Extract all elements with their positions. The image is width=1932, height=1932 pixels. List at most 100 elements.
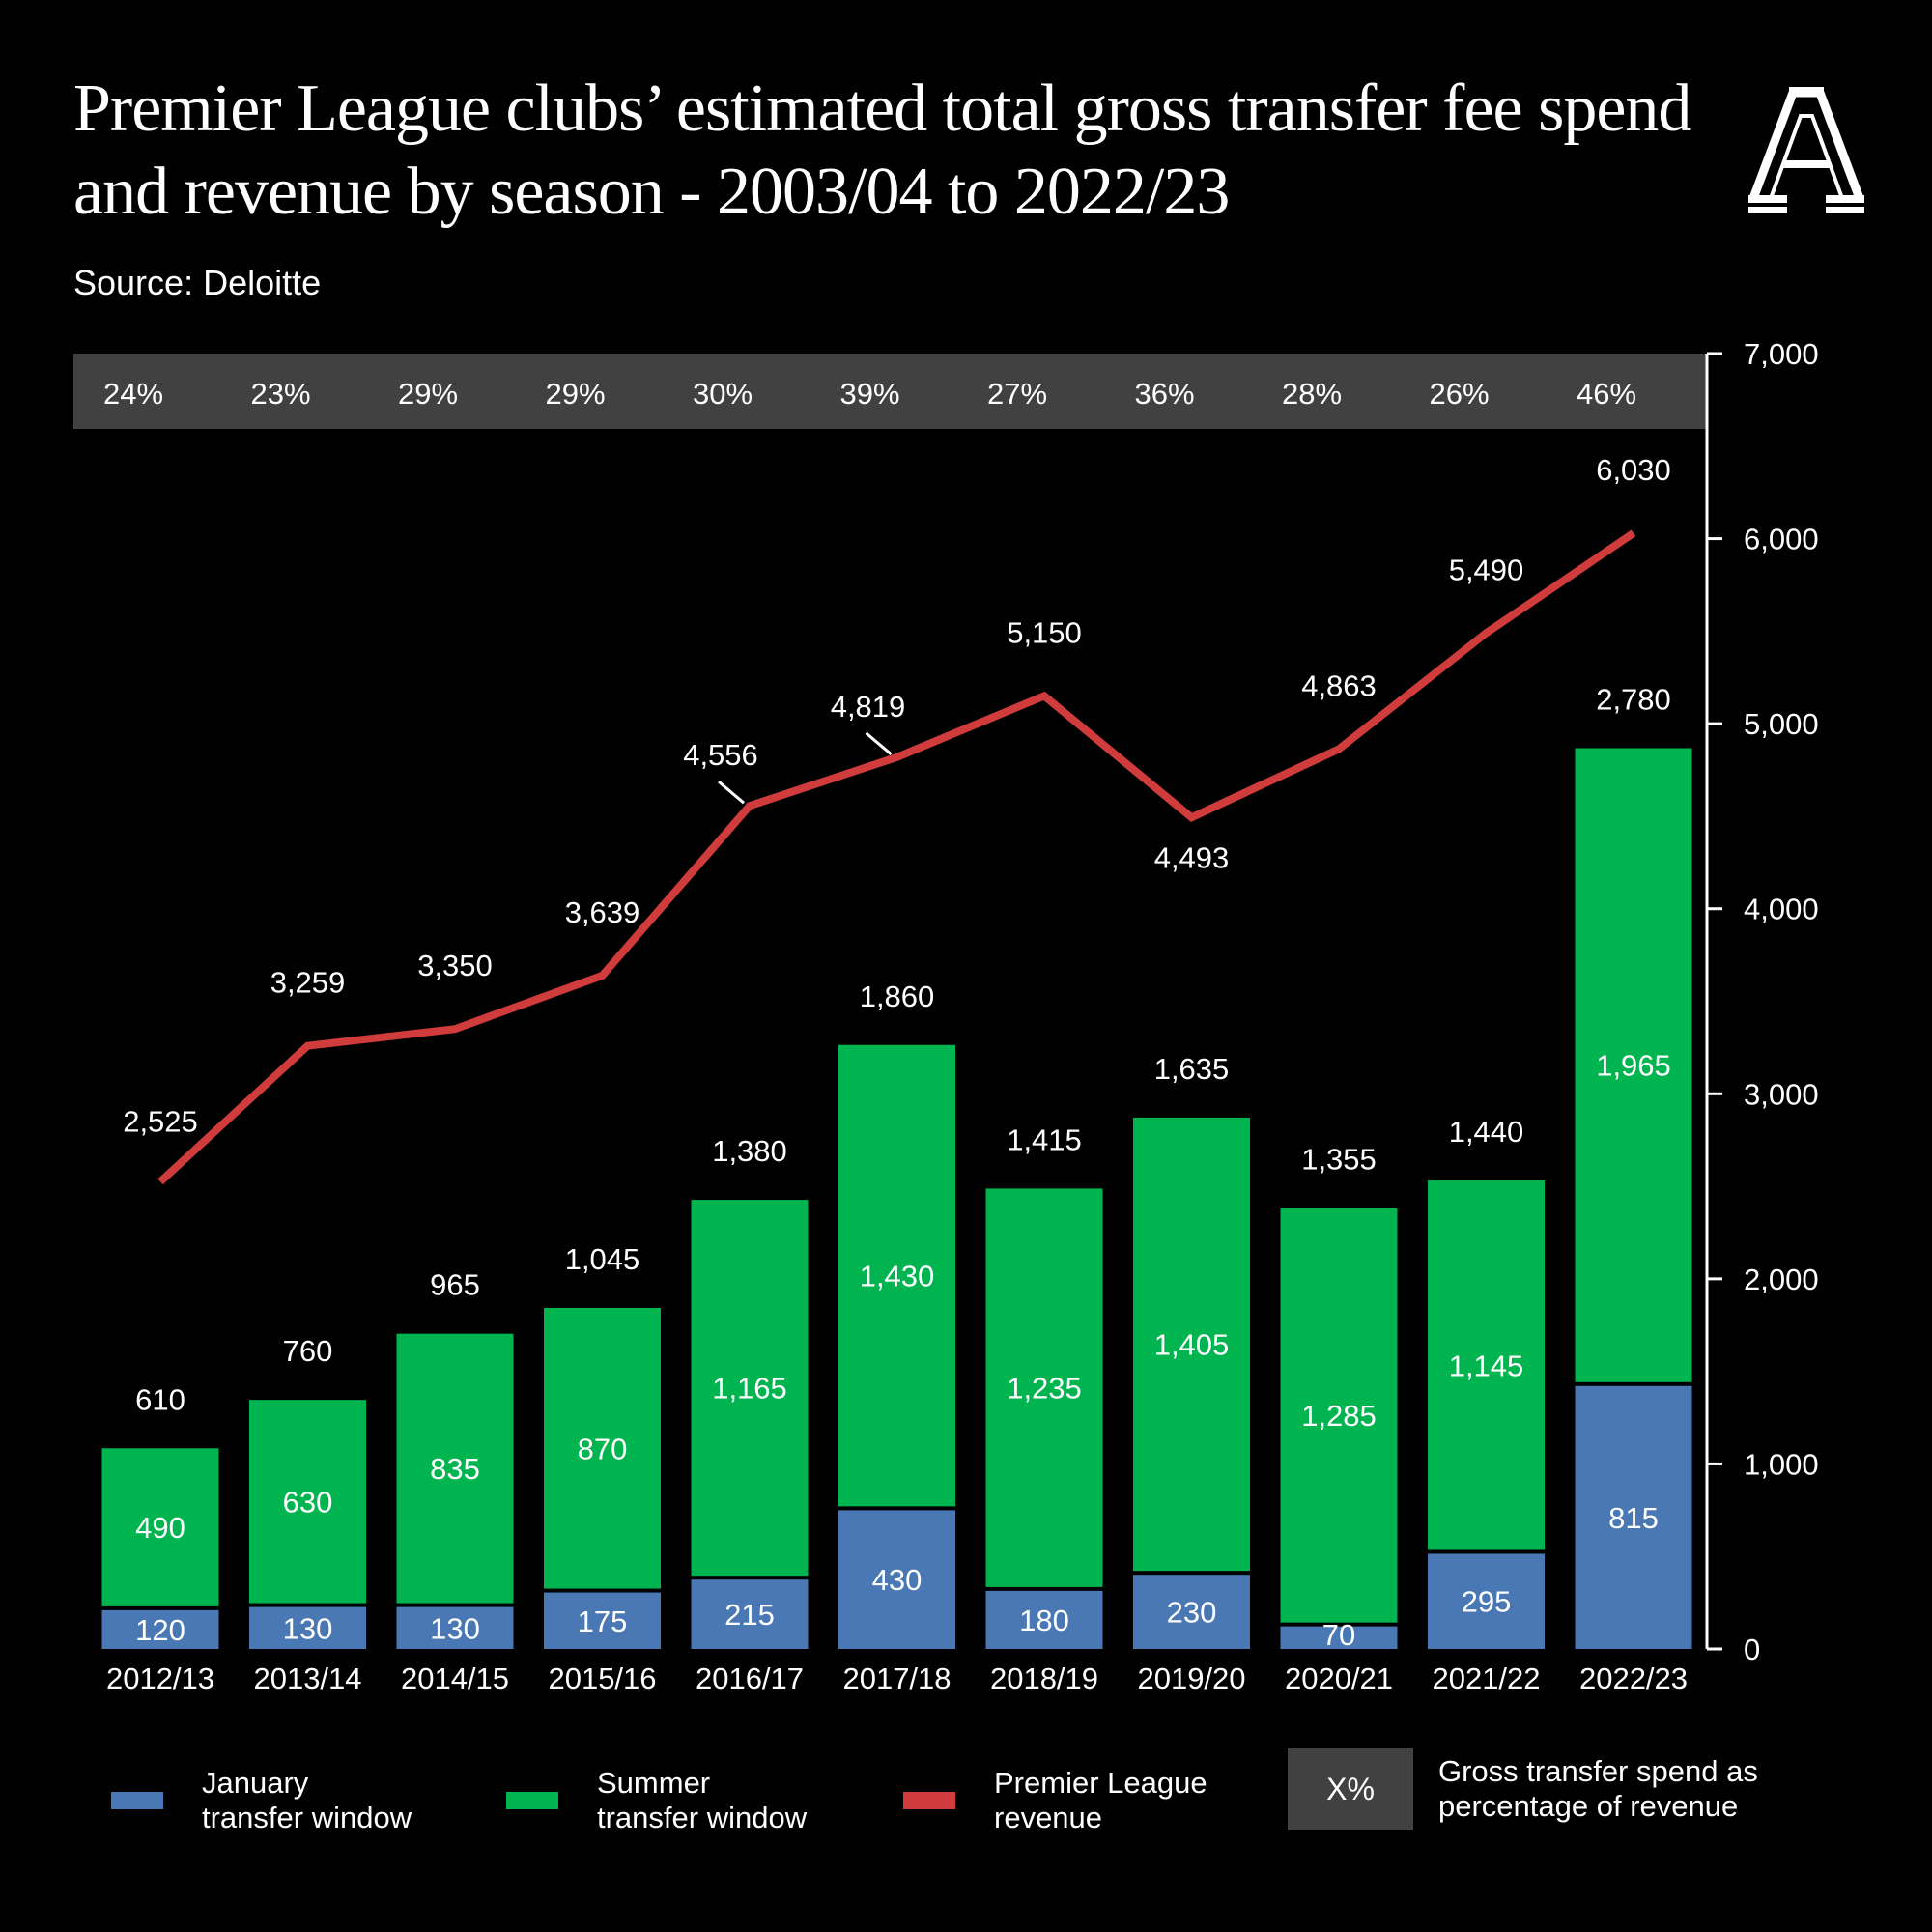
bar-summer [101, 1448, 219, 1606]
y-axis-tick-label: 7,000 [1744, 337, 1819, 371]
revenue-label: 5,490 [1449, 553, 1524, 586]
bar-january [838, 1510, 955, 1649]
bar-total-label: 1,440 [1449, 1115, 1524, 1149]
x-axis-category-label: 2013/14 [253, 1662, 361, 1695]
revenue-label: 3,350 [417, 949, 493, 982]
bar-january-label: 70 [1322, 1618, 1355, 1652]
x-axis-category-label: 2016/17 [696, 1662, 804, 1695]
bar-total-label: 2,780 [1596, 682, 1671, 716]
bar-summer-label: 490 [135, 1511, 185, 1545]
bar-summer [249, 1400, 366, 1604]
revenue-leader-line [865, 731, 893, 755]
legend-label-summer: Summer transfer window [597, 1766, 808, 1834]
bar-january-label: 230 [1167, 1596, 1217, 1630]
bar-summer-label: 835 [430, 1452, 480, 1486]
bar-summer-label: 1,430 [860, 1260, 935, 1293]
bar-january-label: 215 [724, 1598, 775, 1632]
legend-swatch-revenue [903, 1792, 955, 1809]
bar-summer [1280, 1208, 1398, 1623]
bar-total-label: 1,355 [1301, 1142, 1377, 1176]
x-axis-category-label: 2015/16 [548, 1662, 656, 1695]
bar-total-label: 1,045 [565, 1242, 640, 1276]
x-axis-category-label: 2014/15 [401, 1662, 509, 1695]
y-axis-tick-label: 0 [1744, 1633, 1760, 1666]
bar-january [1133, 1575, 1250, 1649]
bar-january-label: 120 [135, 1613, 185, 1647]
x-axis-category-label: 2022/23 [1579, 1662, 1688, 1695]
bar-summer-label: 1,965 [1596, 1049, 1671, 1083]
revenue-label: 4,493 [1154, 840, 1230, 874]
percentage-label: 39% [839, 377, 899, 411]
revenue-label: 4,556 [683, 738, 758, 772]
x-axis-category-label: 2020/21 [1285, 1662, 1393, 1695]
bar-summer [985, 1188, 1103, 1587]
bar-summer-label: 1,285 [1301, 1399, 1377, 1433]
x-axis-category-label: 2018/19 [990, 1662, 1098, 1695]
bar-total-label: 1,415 [1007, 1122, 1082, 1156]
x-axis-category-label: 2017/18 [842, 1662, 951, 1695]
legend-item-percentage: X% Gross transfer spend as percentage of… [1288, 1748, 1758, 1830]
bar-january [985, 1590, 1103, 1649]
y-axis-tick-label: 5,000 [1744, 707, 1819, 741]
y-axis-tick-label: 1,000 [1744, 1447, 1819, 1481]
bar-january-label: 295 [1462, 1585, 1512, 1619]
legend-item-january: January transfer window [111, 1766, 412, 1835]
bar-january [1575, 1385, 1692, 1649]
legend-swatch-january [111, 1792, 163, 1809]
revenue-line [157, 529, 1636, 1185]
bar-summer-label: 1,405 [1154, 1328, 1230, 1362]
bar-total-label: 760 [283, 1334, 333, 1368]
revenue-label: 4,863 [1301, 668, 1377, 702]
revenue-label: 3,639 [565, 895, 640, 929]
percentage-label: 28% [1282, 377, 1342, 411]
percentage-label: 30% [693, 377, 753, 411]
bar-total-label: 1,860 [860, 980, 935, 1013]
bar-total-label: 1,635 [1154, 1052, 1230, 1086]
bar-summer-label: 1,165 [712, 1372, 787, 1406]
legend: January transfer window Summer transfer … [0, 1748, 1932, 1864]
legend-label-percentage: Gross transfer spend as percentage of re… [1438, 1754, 1758, 1823]
bar-summer [838, 1044, 955, 1507]
percentage-label: 26% [1429, 377, 1489, 411]
percentage-label: 27% [987, 377, 1047, 411]
bar-january [544, 1592, 661, 1649]
x-axis-category-label: 2019/20 [1137, 1662, 1245, 1695]
revenue-label: 5,150 [1007, 615, 1082, 649]
percentage-label: 46% [1577, 377, 1636, 411]
revenue-label: 4,819 [831, 690, 906, 724]
bar-january [691, 1579, 809, 1649]
bar-summer-label: 630 [283, 1485, 333, 1519]
bar-january [249, 1606, 366, 1649]
bar-january-label: 130 [430, 1611, 480, 1645]
y-axis-tick-label: 6,000 [1744, 523, 1819, 556]
percentage-label: 23% [250, 377, 310, 411]
bar-january-label: 180 [1019, 1604, 1069, 1637]
percentage-label: 29% [398, 377, 458, 411]
revenue-label: 3,259 [270, 966, 346, 1000]
legend-swatch-summer [506, 1792, 558, 1809]
bar-summer-label: 870 [578, 1432, 628, 1465]
bar-summer-label: 1,235 [1007, 1372, 1082, 1406]
bar-january-label: 815 [1608, 1501, 1659, 1535]
athletic-a-logo-icon [1748, 87, 1864, 213]
percentage-label: 24% [103, 377, 163, 411]
legend-label-january: January transfer window [202, 1766, 412, 1834]
percentage-band [73, 354, 1707, 429]
legend-item-summer: Summer transfer window [506, 1766, 807, 1835]
bar-january-label: 430 [872, 1563, 923, 1597]
bar-january [396, 1606, 514, 1649]
bar-summer [1133, 1117, 1250, 1572]
bar-summer [691, 1200, 809, 1577]
percentage-label: 29% [545, 377, 605, 411]
legend-item-revenue: Premier League revenue [903, 1766, 1208, 1835]
x-axis-category-label: 2021/22 [1432, 1662, 1540, 1695]
y-axis-tick-label: 2,000 [1744, 1263, 1819, 1296]
bar-total-label: 610 [135, 1382, 185, 1416]
bar-january-label: 175 [578, 1605, 628, 1638]
bar-january [101, 1609, 219, 1649]
bar-january-label: 130 [283, 1611, 333, 1645]
y-axis-tick-label: 4,000 [1744, 893, 1819, 926]
bar-total-label: 1,380 [712, 1134, 787, 1168]
bar-summer [544, 1307, 661, 1589]
